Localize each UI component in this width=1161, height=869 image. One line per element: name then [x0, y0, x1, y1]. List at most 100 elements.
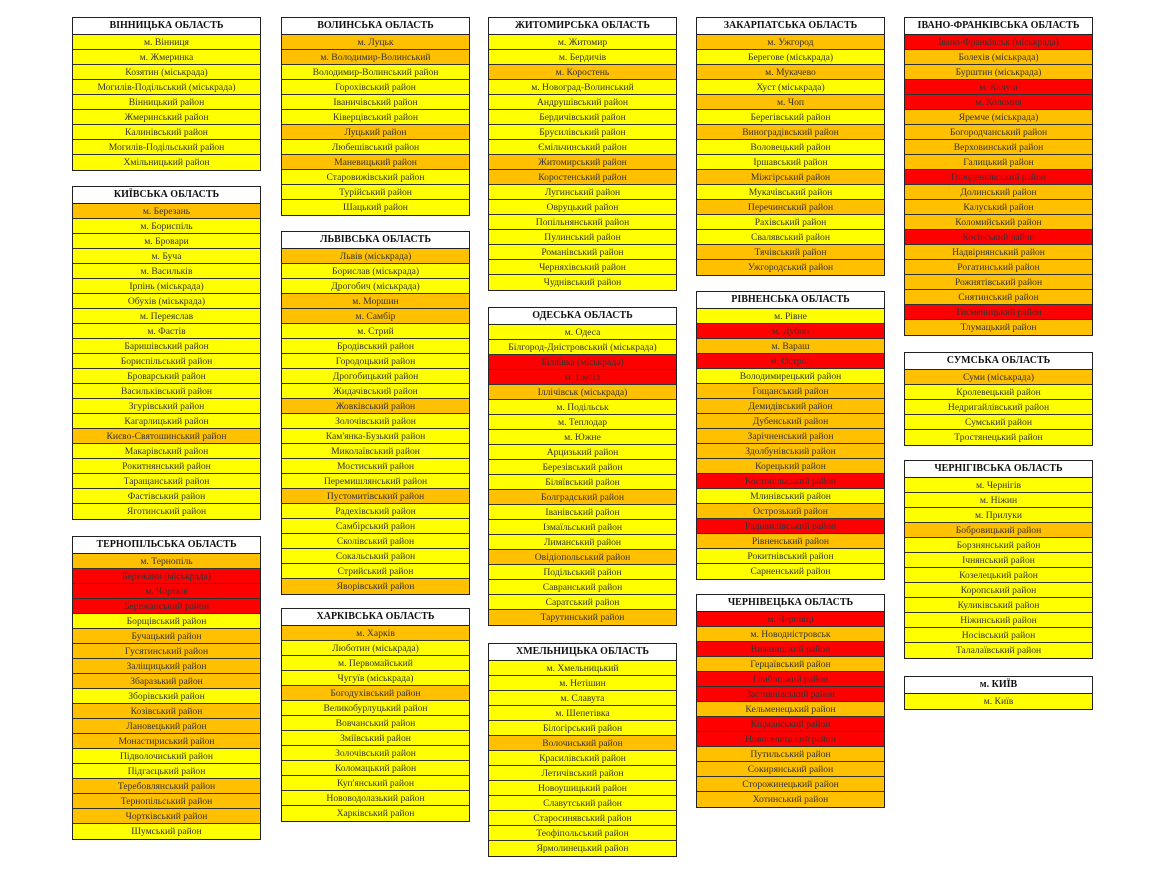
district-row: Березівський район	[489, 460, 676, 475]
district-row: м. Нетішин	[489, 676, 676, 691]
district-row: Лиманський район	[489, 535, 676, 550]
district-row: Болехів (міськрада)	[905, 50, 1092, 65]
district-row: Корецький район	[697, 459, 884, 474]
district-row: м. Чортків	[73, 584, 260, 599]
district-row: м. Переяслав	[73, 309, 260, 324]
district-row: Пустомитівський район	[282, 489, 469, 504]
district-row: Великобурлуцький район	[282, 701, 469, 716]
oblast-table: ХАРКІВСЬКА ОБЛАСТЬ м. Харків Люботин (місь…	[281, 608, 470, 822]
district-row: Бучацький район	[73, 629, 260, 644]
district-row: Андрушівський район	[489, 95, 676, 110]
district-row: м. Чернівці	[697, 612, 884, 627]
district-row: м. Шепетівка	[489, 706, 676, 721]
district-row: Сторожинецький район	[697, 777, 884, 792]
district-row: Золочівський район	[282, 746, 469, 761]
district-row: Перемишлянський район	[282, 474, 469, 489]
district-row: Романівський район	[489, 245, 676, 260]
district-row: Ківерцівський район	[282, 110, 469, 125]
district-row: Збаразький район	[73, 674, 260, 689]
district-row: м. Фастів	[73, 324, 260, 339]
district-row: Мукачівський район	[697, 185, 884, 200]
district-row: Гусятинський район	[73, 644, 260, 659]
district-row: Тростянецький район	[905, 430, 1092, 445]
oblast-table-title: ТЕРНОПІЛЬСЬКА ОБЛАСТЬ	[73, 537, 260, 554]
oblast-table: ХМЕЛЬНИЦЬКА ОБЛАСТЬ м. Хмельницький м. Нет…	[488, 643, 677, 857]
district-row: Рогатинський район	[905, 260, 1092, 275]
district-row: Іллічівськ (міськрада)	[489, 385, 676, 400]
district-row: м. Березань	[73, 204, 260, 219]
district-row: Чугуїв (міськрада)	[282, 671, 469, 686]
district-row: Борислав (міськрада)	[282, 264, 469, 279]
district-row: Ічнянський район	[905, 553, 1092, 568]
oblast-table: ТЕРНОПІЛЬСЬКА ОБЛАСТЬ м. Тернопіль Бережан…	[72, 536, 261, 840]
district-row: Броварський район	[73, 369, 260, 384]
oblast-table-title: ЧЕРНІГІВСЬКА ОБЛАСТЬ	[905, 461, 1092, 478]
district-row: Житомирський район	[489, 155, 676, 170]
district-row: Овідіопольський район	[489, 550, 676, 565]
district-row: Самбірський район	[282, 519, 469, 534]
district-row: Здолбунівський район	[697, 444, 884, 459]
district-row: Сколівський район	[282, 534, 469, 549]
district-row: Коропський район	[905, 583, 1092, 598]
district-row: Подільський район	[489, 565, 676, 580]
district-row: Тлумацький район	[905, 320, 1092, 335]
district-row: м. Подільськ	[489, 400, 676, 415]
district-row: м. Харків	[282, 626, 469, 641]
district-row: Пулинський район	[489, 230, 676, 245]
district-row: Городенківський район	[905, 170, 1092, 185]
oblast-table-title: КИЇВСЬКА ОБЛАСТЬ	[73, 187, 260, 204]
district-row: м. Чернігів	[905, 478, 1092, 493]
oblast-table-title: ХМЕЛЬНИЦЬКА ОБЛАСТЬ	[489, 644, 676, 661]
district-row: Богодухівський район	[282, 686, 469, 701]
district-row: Дубенський район	[697, 414, 884, 429]
district-row: Фастівський район	[73, 489, 260, 504]
district-row: Коломацький район	[282, 761, 469, 776]
district-row: м. Бердичів	[489, 50, 676, 65]
oblast-table: РІВНЕНСЬКА ОБЛАСТЬ м. Рівне м. Дубно м. Вар…	[696, 291, 885, 580]
district-row: Верховинський район	[905, 140, 1092, 155]
district-row: м. Жмеринка	[73, 50, 260, 65]
oblast-table-title: м. КИЇВ	[905, 677, 1092, 694]
district-row: Летичівський район	[489, 766, 676, 781]
district-row: Тернопільський район	[73, 794, 260, 809]
district-row: Кагарлицький район	[73, 414, 260, 429]
district-row: м. Житомир	[489, 35, 676, 50]
district-row: Біляївський район	[489, 475, 676, 490]
district-row: м. Тернопіль	[73, 554, 260, 569]
district-row: Козелецький район	[905, 568, 1092, 583]
district-row: Борзнянський район	[905, 538, 1092, 553]
district-row: Монастириський район	[73, 734, 260, 749]
district-row: Ярмолинецький район	[489, 841, 676, 856]
district-row: Герцаївський район	[697, 657, 884, 672]
oblast-table-title: СУМСЬКА ОБЛАСТЬ	[905, 353, 1092, 370]
district-row: м. Вінниця	[73, 35, 260, 50]
district-row: Гощанський район	[697, 384, 884, 399]
district-row: Вижницький район	[697, 642, 884, 657]
district-row: Дрогобицький район	[282, 369, 469, 384]
district-row: Косівський район	[905, 230, 1092, 245]
district-row: Нововодолазький район	[282, 791, 469, 806]
district-row: Снятинський район	[905, 290, 1092, 305]
district-row: Бердичівський район	[489, 110, 676, 125]
district-row: м. Луцьк	[282, 35, 469, 50]
oblast-table: СУМСЬКА ОБЛАСТЬ Суми (міськрада) Кролевець…	[904, 352, 1093, 446]
district-row: Жовківський район	[282, 399, 469, 414]
district-row: Шумський район	[73, 824, 260, 839]
district-row: Ірпінь (міськрада)	[73, 279, 260, 294]
district-row: Козівський район	[73, 704, 260, 719]
district-row: м. Буча	[73, 249, 260, 264]
oblast-table: ЧЕРНІВЕЦЬКА ОБЛАСТЬ м. Чернівці м. Новодні…	[696, 594, 885, 808]
district-row: м. Київ	[905, 694, 1092, 709]
district-row: Лановецький район	[73, 719, 260, 734]
oblast-table-title: ВІННИЦЬКА ОБЛАСТЬ	[73, 18, 260, 35]
district-row: Куликівський район	[905, 598, 1092, 613]
district-row: м. Стрий	[282, 324, 469, 339]
district-row: м. Дубно	[697, 324, 884, 339]
oblast-table-title: ЖИТОМИРСЬКА ОБЛАСТЬ	[489, 18, 676, 35]
district-row: Бережани (міськрада)	[73, 569, 260, 584]
district-row: Млинівський район	[697, 489, 884, 504]
district-row: м. Моршин	[282, 294, 469, 309]
district-row: Заліщицький район	[73, 659, 260, 674]
district-row: Яготинський район	[73, 504, 260, 519]
district-row: Жмеринський район	[73, 110, 260, 125]
